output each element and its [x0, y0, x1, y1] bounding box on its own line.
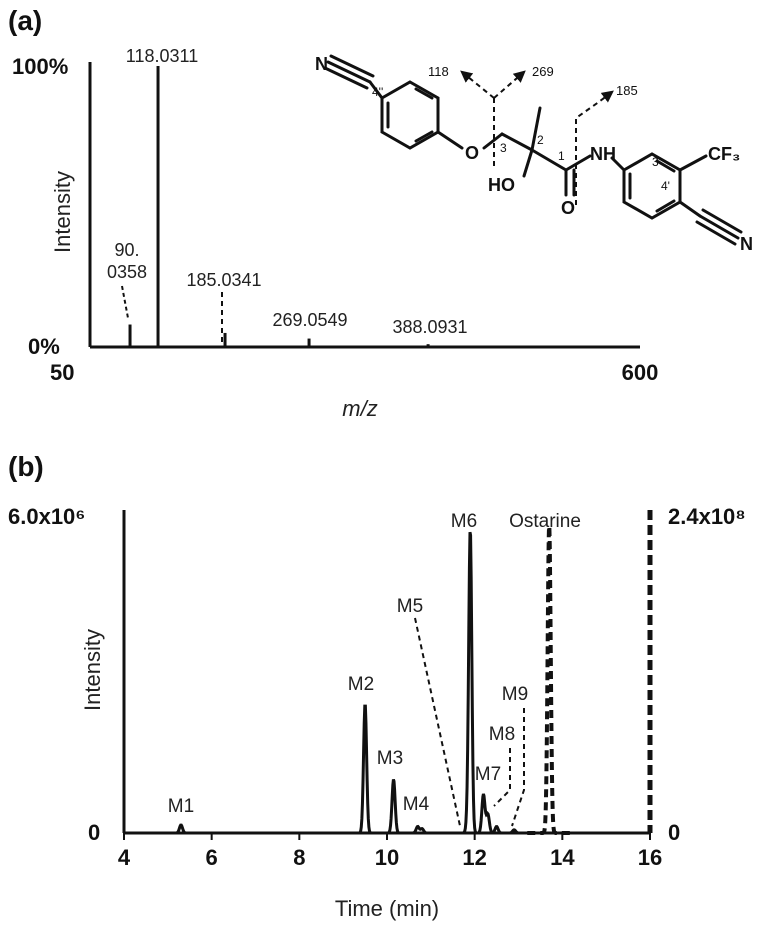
chrom-x-tick-label-5: 14 — [550, 845, 575, 870]
ring-right-inner3 — [655, 199, 676, 213]
annot-m9: M9 — [502, 684, 528, 705]
chrom-trace-ostarine — [527, 519, 572, 835]
nitrile-bond-right — [698, 214, 740, 240]
ring-o-bond — [436, 130, 464, 150]
ring-cf3-bond — [678, 154, 708, 172]
spectrum-x-tick-max: 600 — [622, 360, 659, 385]
arrow-269 — [493, 70, 526, 99]
struct-n-left: N — [315, 54, 328, 74]
chrom-x-tick-label-2: 8 — [293, 845, 305, 870]
spectrum-x-label: m/z — [342, 396, 377, 421]
frag-label-118: 118 — [428, 64, 449, 79]
struct-carbonyl-o: O — [561, 198, 575, 218]
ostarine-structure — [323, 54, 743, 246]
peak-label-388: 388.0931 — [392, 317, 467, 337]
peak-label-90: 90. 0358 — [107, 240, 147, 282]
struct-oxygen: O — [465, 143, 479, 163]
annotation-leaders — [414, 617, 525, 827]
struct-amide: NH — [590, 144, 616, 164]
c2-oh-bond — [522, 148, 534, 178]
annot-m2: M2 — [348, 674, 374, 695]
peak-leader-90 — [121, 285, 129, 319]
struct-c3: 3 — [500, 141, 507, 155]
n-ring-bond — [610, 156, 626, 172]
chrom-y-right-max: 2.4x10⁸ — [668, 504, 746, 529]
panel-a: (a) 100% 0% 50 600 m/z Intensity 118.031… — [8, 5, 753, 421]
arrow-185 — [575, 90, 614, 205]
nitrile-bond-left-3 — [323, 66, 369, 90]
c2-c1-bond — [530, 148, 568, 172]
struct-pos-4pp: 4'' — [372, 85, 383, 99]
struct-hydroxyl: HO — [488, 175, 515, 195]
fragmentation-marks — [460, 70, 614, 205]
struct-pos-4p: 4' — [661, 179, 670, 193]
annot-ostarine: Ostarine — [509, 511, 581, 532]
spectrum-x-tick-min: 50 — [50, 360, 74, 385]
chrom-y-left-max: 6.0x10⁶ — [8, 504, 85, 529]
peak-label-185: 185.0341 — [186, 270, 261, 290]
nitrile-bond-left — [326, 60, 372, 84]
peak-label-90-line2: 0358 — [107, 262, 147, 282]
chrom-x-tick-label-0: 4 — [118, 845, 131, 870]
chrom-x-label: Time (min) — [335, 896, 439, 921]
peak-label-90-line1: 90. — [114, 240, 139, 260]
panel-b: (b) 6.0x10⁶ 0 2.4x10⁸ 0 4 6 8 10 12 14 16 Time… — [8, 451, 746, 921]
peak-label-118: 118.0311 — [126, 46, 198, 66]
spectrum-peaks — [128, 66, 430, 347]
chrom-x-tick-label-3: 10 — [375, 845, 399, 870]
ring-left — [380, 80, 440, 150]
annot-m1: M1 — [168, 796, 194, 817]
annot-m6: M6 — [451, 511, 477, 532]
struct-pos-3p: 3' — [652, 155, 661, 169]
chrom-x-tick-label-6: 16 — [638, 845, 662, 870]
chrom-y-label: Intensity — [80, 629, 105, 711]
arrow-118 — [460, 70, 495, 99]
nitrile-bond-left-2 — [329, 54, 375, 78]
annot-m7: M7 — [475, 764, 501, 785]
panel-a-label: (a) — [8, 5, 42, 36]
annot-m8: M8 — [489, 724, 515, 745]
spectrum-y-tick-min: 0% — [28, 334, 60, 359]
ring-left-inner2 — [414, 87, 434, 100]
chrom-y-left-min: 0 — [88, 820, 100, 845]
struct-c2: 2 — [537, 133, 544, 147]
frag-label-269: 269 — [532, 64, 554, 79]
leader-m8 — [493, 748, 511, 807]
ring-left-inner3 — [414, 130, 434, 143]
nitrile-bond-right-2 — [701, 208, 743, 234]
panel-b-label: (b) — [8, 451, 44, 482]
annot-m5: M5 — [397, 596, 423, 617]
struct-n-right: N — [740, 234, 753, 254]
chrom-x-tick-label-4: 12 — [462, 845, 486, 870]
spectrum-y-label: Intensity — [50, 171, 75, 253]
c3-c2-bond — [500, 132, 534, 152]
spectrum-y-tick-max: 100% — [12, 54, 68, 79]
struct-c1: 1 — [558, 149, 565, 163]
peak-label-269: 269.0549 — [272, 310, 347, 330]
annot-m4: M4 — [403, 794, 430, 815]
chrom-traces — [124, 519, 650, 835]
chrom-x-tick-label-1: 6 — [206, 845, 218, 870]
chrom-trace-metabolites — [124, 531, 650, 835]
c2-methyl-bond — [530, 106, 542, 152]
frag-label-185: 185 — [616, 83, 638, 98]
nitrile-bond-right-3 — [695, 220, 737, 246]
ring-right-inner2 — [655, 159, 676, 173]
chrom-x-ticks: 4 6 8 10 12 14 16 — [118, 833, 662, 870]
o-c3-bond — [482, 132, 504, 150]
annot-m3: M3 — [377, 748, 403, 769]
leader-m9 — [511, 708, 525, 827]
ring-left-cn-bond — [368, 80, 384, 100]
chrom-y-right-min: 0 — [668, 820, 680, 845]
c1-n-bond — [564, 154, 592, 172]
ring-cn-bond — [678, 200, 702, 218]
struct-cf3: CF₃ — [708, 144, 740, 164]
